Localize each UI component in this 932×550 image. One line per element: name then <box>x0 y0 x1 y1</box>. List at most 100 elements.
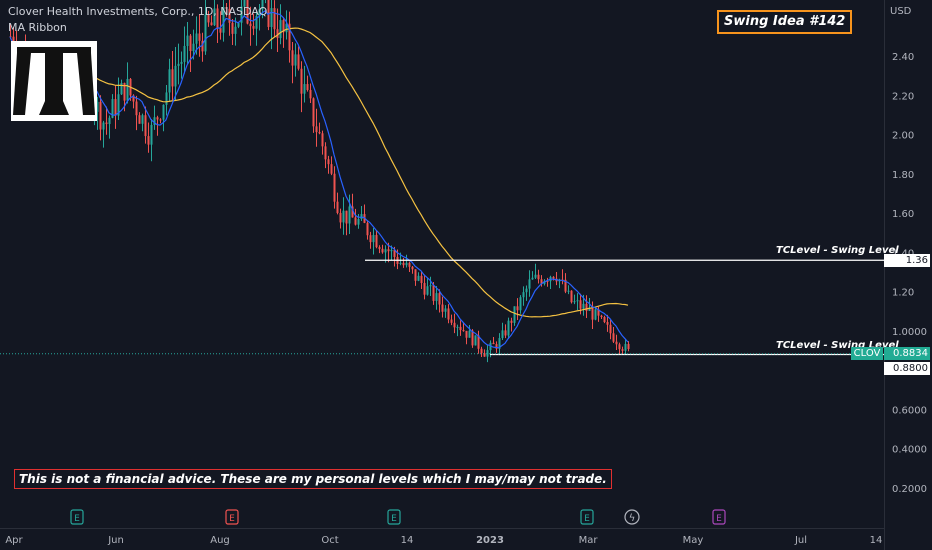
candle-body <box>336 201 339 213</box>
candle-body <box>198 33 201 41</box>
candle-body <box>480 348 483 354</box>
candle-body <box>498 338 501 349</box>
x-tick-label: Jun <box>107 535 124 546</box>
candle-body <box>585 303 588 311</box>
earnings-marker[interactable]: E <box>225 509 239 525</box>
candle-body <box>327 159 330 165</box>
candle-body <box>141 115 144 124</box>
x-tick-label: Jul <box>794 535 807 546</box>
ma-slow-line <box>60 27 629 318</box>
candle-body <box>243 0 246 7</box>
candle-body <box>96 101 99 112</box>
candle-body <box>453 322 456 328</box>
candle-body <box>603 316 606 323</box>
candle-body <box>369 235 372 243</box>
candle-body <box>486 350 489 357</box>
candle-body <box>600 315 603 317</box>
candle-body <box>117 94 120 116</box>
brand-logo <box>11 41 97 121</box>
candle-body <box>522 292 525 298</box>
candle-body <box>483 353 486 357</box>
candle-body <box>165 92 168 105</box>
candle-body <box>261 0 264 10</box>
candle-body <box>135 101 138 116</box>
candle-body <box>408 262 411 267</box>
candle-body <box>123 82 126 101</box>
candle-body <box>234 26 237 34</box>
ma-fast-line <box>9 10 629 349</box>
candle-body <box>333 173 336 202</box>
candle-body <box>306 84 309 90</box>
candle-body <box>105 122 108 125</box>
x-tick-label: 2023 <box>476 535 504 546</box>
candle-body <box>300 68 303 94</box>
x-tick-label: Oct <box>321 535 338 546</box>
candle-body <box>348 206 351 224</box>
candle-body <box>318 132 321 134</box>
x-tick-label: 14 <box>401 535 414 546</box>
candle-body <box>501 330 504 339</box>
candle-body <box>276 29 279 39</box>
candle-body <box>576 300 579 302</box>
x-tick-label: 14 <box>870 535 883 546</box>
candle-body <box>495 344 498 349</box>
candle-body <box>222 7 225 33</box>
candle-body <box>225 7 228 9</box>
candle-body <box>177 63 180 66</box>
candle-body <box>411 266 414 270</box>
indicator-label[interactable]: MA Ribbon <box>8 21 67 34</box>
candle-body <box>570 290 573 303</box>
candle-body <box>405 262 408 266</box>
candle-body <box>171 69 174 87</box>
candle-body <box>492 342 495 345</box>
y-tick-label: 1.80 <box>892 170 914 181</box>
x-tick-label: Mar <box>579 535 599 546</box>
earnings-marker[interactable]: E <box>70 509 84 525</box>
candle-body <box>423 282 426 295</box>
candle-body <box>627 343 630 349</box>
candle-body <box>162 104 165 120</box>
earnings-marker[interactable]: E <box>712 509 726 525</box>
candle-body <box>237 22 240 27</box>
candle-body <box>516 306 519 311</box>
symbol-title[interactable]: Clover Health Investments, Corp., 1D, NA… <box>8 5 268 18</box>
dividend-marker-icon[interactable]: ϟ <box>624 509 640 525</box>
candle-body <box>351 206 354 218</box>
candle-body <box>612 333 615 342</box>
level-label-upper: TCLevel - Swing Level <box>776 245 899 256</box>
svg-text:E: E <box>74 514 80 524</box>
candle-body <box>471 330 474 346</box>
candle-body <box>291 50 294 66</box>
candle-body <box>144 115 147 137</box>
svg-text:E: E <box>716 514 722 524</box>
candle-body <box>615 341 618 345</box>
candle-body <box>390 249 393 252</box>
candle-body <box>216 8 219 29</box>
earnings-marker[interactable]: E <box>387 509 401 525</box>
candle-body <box>381 248 384 253</box>
candle-body <box>387 249 390 252</box>
candle-body <box>273 8 276 30</box>
candle-body <box>435 293 438 301</box>
candle-body <box>120 82 123 95</box>
event-markers[interactable]: E E E E Eϟ <box>70 509 726 525</box>
y-tick-label: 0.4000 <box>892 445 927 456</box>
candle-body <box>192 43 195 52</box>
candle-body <box>441 304 444 312</box>
candle-body <box>402 262 405 266</box>
x-axis[interactable]: Apr Jun Aug Oct 14 2023 Mar May Jul 14 <box>5 535 882 546</box>
y-tick-label: 2.00 <box>892 131 914 142</box>
candle-body <box>138 115 141 124</box>
candle-body <box>114 99 117 116</box>
disclaimer-note: This is not a financial advice. These ar… <box>14 469 612 489</box>
candle-body <box>126 78 129 101</box>
candle-body <box>156 117 159 120</box>
candle-body <box>180 61 183 64</box>
earnings-marker[interactable]: E <box>580 509 594 525</box>
candle-body <box>240 6 243 23</box>
candle-body <box>366 222 369 236</box>
candle-body <box>573 301 576 303</box>
candle-body <box>528 279 531 289</box>
candle-body <box>228 8 231 23</box>
